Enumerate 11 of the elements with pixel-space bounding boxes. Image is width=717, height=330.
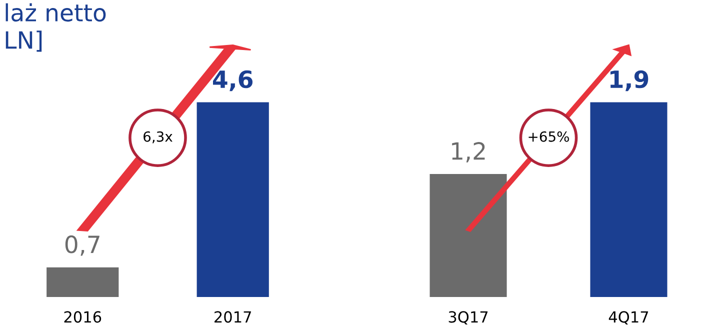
data-label: 1,2 [452,142,485,162]
annotation: 6,3x [144,131,172,144]
x-tick-label: 2017 [214,311,251,323]
x-tick-label: 3Q17 [448,311,488,324]
data-label: 0,7 [65,235,100,256]
chart-title: laż netto LN] [6,3,106,52]
x-tick-label: 2016 [64,311,102,323]
annotation: +65% [528,131,569,142]
data-label: 4,6 [213,70,252,92]
data-label: 1,9 [610,70,648,92]
x-tick-label: 4Q17 [608,311,648,324]
